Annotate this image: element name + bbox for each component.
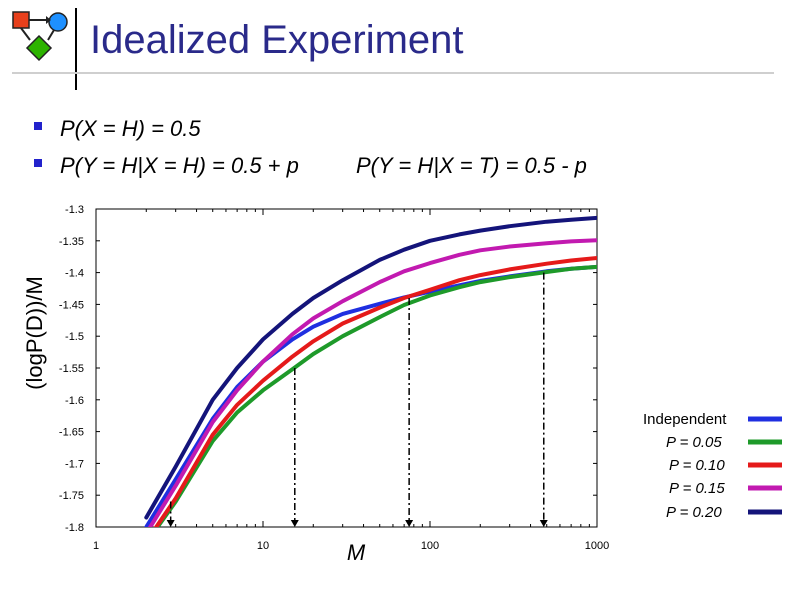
flow-diagram-logo-icon (12, 11, 68, 62)
y-tick-label: -1.65 (59, 427, 84, 439)
plot-frame (95, 208, 598, 528)
x-tick-label: 10 (257, 540, 269, 552)
bullet-marker-2 (34, 159, 42, 167)
y-tick-label: -1.75 (59, 490, 84, 502)
bullet-text-1: P(X = H) = 0.5 (60, 116, 201, 141)
marker-arrowhead-2 (405, 520, 414, 527)
y-tick-label: -1.35 (59, 236, 84, 248)
series-line-2 (153, 256, 597, 527)
bullet-marker-1 (34, 122, 42, 130)
series-line-3 (147, 238, 597, 527)
y-tick-label: -1.7 (65, 458, 84, 470)
y-axis-label: (logP(D))/M (22, 276, 47, 390)
legend-label-2: P = 0.10 (669, 457, 725, 474)
series-line-1 (155, 264, 597, 527)
x-tick-label: 1 (93, 540, 99, 552)
y-tick-label: -1.4 (65, 268, 84, 280)
marker-arrowhead-1 (290, 520, 299, 527)
y-tick-label: -1.3 (65, 204, 84, 216)
legend-label-0: Independent (643, 411, 727, 428)
y-tick-label: -1.8 (65, 522, 84, 534)
bullet-text-2: P(Y = H|X = H) = 0.5 + p (60, 153, 299, 178)
slide-title: Idealized Experiment (90, 18, 464, 62)
legend-label-4: P = 0.20 (666, 504, 722, 521)
x-axis-label: M (347, 540, 366, 565)
y-tick-label: -1.5 (65, 331, 84, 343)
header-vertical-rule (75, 8, 77, 90)
header-horizontal-rule (12, 72, 774, 74)
y-tick-label: -1.55 (59, 363, 84, 375)
y-tick-label: -1.6 (65, 395, 84, 407)
bullet-text-3: P(Y = H|X = T) = 0.5 - p (356, 153, 587, 178)
marker-arrowhead-3 (539, 520, 548, 527)
series-line-4 (144, 215, 597, 520)
legend-label-3: P = 0.15 (669, 480, 725, 497)
y-tick-label: -1.45 (59, 299, 84, 311)
marker-arrowhead-0 (166, 520, 175, 527)
x-tick-label: 100 (421, 540, 439, 552)
x-tick-label: 1000 (585, 540, 609, 552)
legend-label-1: P = 0.05 (666, 434, 722, 451)
